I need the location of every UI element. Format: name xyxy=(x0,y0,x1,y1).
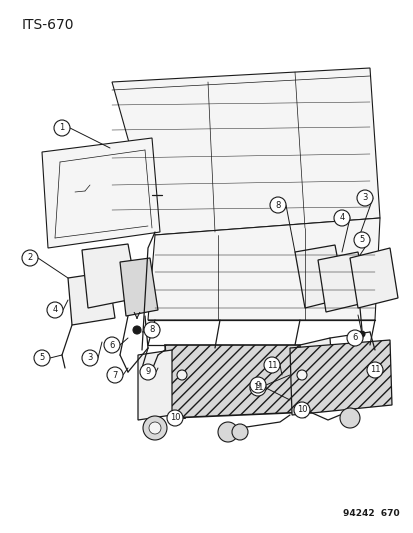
Polygon shape xyxy=(349,248,397,308)
Circle shape xyxy=(142,416,166,440)
Circle shape xyxy=(47,302,63,318)
Text: 3: 3 xyxy=(361,193,367,203)
Polygon shape xyxy=(165,345,309,418)
Polygon shape xyxy=(120,258,158,316)
Text: 5: 5 xyxy=(358,236,364,245)
Text: 11: 11 xyxy=(266,360,277,369)
Circle shape xyxy=(293,402,309,418)
Text: 94242  670: 94242 670 xyxy=(342,509,399,518)
Text: 2: 2 xyxy=(27,254,33,262)
Circle shape xyxy=(358,331,364,337)
Circle shape xyxy=(133,326,141,334)
Text: ITS-670: ITS-670 xyxy=(22,18,74,32)
Text: 11: 11 xyxy=(369,366,379,375)
Circle shape xyxy=(269,197,285,213)
Text: 10: 10 xyxy=(296,406,306,415)
Polygon shape xyxy=(294,245,344,308)
Polygon shape xyxy=(299,338,334,412)
Text: 9: 9 xyxy=(255,381,260,390)
Circle shape xyxy=(333,210,349,226)
Circle shape xyxy=(218,422,237,442)
Circle shape xyxy=(249,380,266,396)
Text: 9: 9 xyxy=(145,367,150,376)
Circle shape xyxy=(346,330,362,346)
Text: 4: 4 xyxy=(339,214,344,222)
Polygon shape xyxy=(82,244,138,308)
Text: 10: 10 xyxy=(169,414,180,423)
Polygon shape xyxy=(147,218,379,320)
Text: 8: 8 xyxy=(275,200,280,209)
Circle shape xyxy=(144,322,159,338)
Text: 5: 5 xyxy=(39,353,45,362)
Circle shape xyxy=(366,362,382,378)
Circle shape xyxy=(149,422,161,434)
Circle shape xyxy=(34,350,50,366)
Text: 4: 4 xyxy=(52,305,57,314)
Circle shape xyxy=(82,350,98,366)
Circle shape xyxy=(177,370,187,380)
Circle shape xyxy=(296,370,306,380)
Text: 7: 7 xyxy=(112,370,117,379)
Circle shape xyxy=(104,337,120,353)
Circle shape xyxy=(339,408,359,428)
Polygon shape xyxy=(317,252,367,312)
Text: 8: 8 xyxy=(149,326,154,335)
Circle shape xyxy=(231,424,247,440)
Circle shape xyxy=(140,364,156,380)
Polygon shape xyxy=(138,350,171,420)
Text: 6: 6 xyxy=(109,341,114,350)
Text: 1: 1 xyxy=(59,124,64,133)
Polygon shape xyxy=(112,68,379,235)
Circle shape xyxy=(353,232,369,248)
Text: 3: 3 xyxy=(87,353,93,362)
Circle shape xyxy=(107,367,123,383)
Polygon shape xyxy=(68,272,115,325)
Circle shape xyxy=(22,250,38,266)
Circle shape xyxy=(166,410,183,426)
Text: 11: 11 xyxy=(252,384,263,392)
Circle shape xyxy=(249,377,266,393)
Text: 6: 6 xyxy=(351,334,357,343)
Circle shape xyxy=(356,190,372,206)
Circle shape xyxy=(54,120,70,136)
Polygon shape xyxy=(42,138,159,248)
Circle shape xyxy=(263,357,279,373)
Circle shape xyxy=(135,328,139,332)
Polygon shape xyxy=(289,340,391,415)
